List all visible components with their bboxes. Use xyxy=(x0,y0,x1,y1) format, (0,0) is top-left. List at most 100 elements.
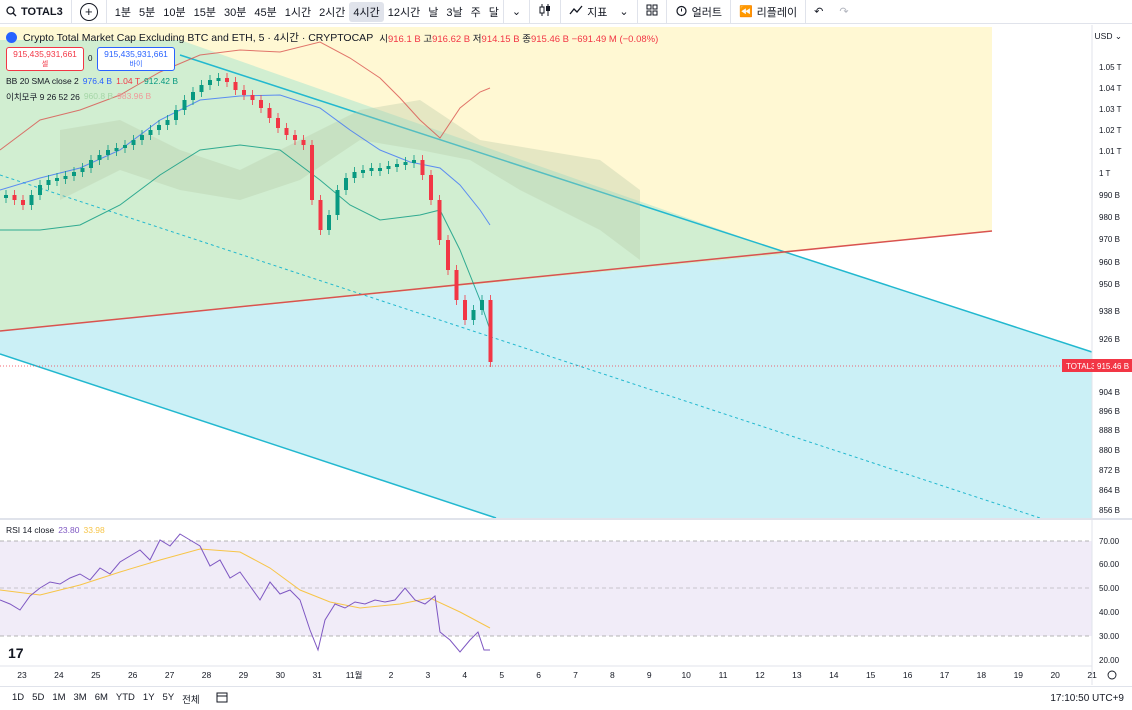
buy-button[interactable]: 915,435,931,661 바이 xyxy=(97,47,175,71)
rsi-value: 23.80 xyxy=(58,525,80,535)
symbol-legend: Crypto Total Market Cap Excluding BTC an… xyxy=(6,30,658,45)
top-toolbar: TOTAL3 + 1분 5분 10분 15분 30분 45분 1시간 2시간 4시간 12시간 날 3… xyxy=(0,0,1132,24)
ichimoku-name: 이치모쿠 9 26 52 26 xyxy=(6,92,80,102)
rsi-tick-label: 20.00 xyxy=(1099,656,1120,665)
chart-type-button[interactable] xyxy=(529,0,560,24)
timeframe-9[interactable]: 12시간 xyxy=(387,6,421,19)
timeframe-7[interactable]: 2시간 xyxy=(319,6,346,19)
candle-body xyxy=(259,100,263,108)
candle-body xyxy=(403,162,408,165)
ichimoku-cloud xyxy=(60,100,640,260)
price-tick-label: 938 B xyxy=(1099,307,1120,316)
time-tick-label: 5 xyxy=(499,670,504,680)
bb-lower-value: 912.42 B xyxy=(144,76,179,86)
timeframe-4[interactable]: 30분 xyxy=(223,6,247,19)
time-tick-label: 20 xyxy=(1050,670,1060,680)
candle-body xyxy=(352,172,357,178)
time-tick-label: 28 xyxy=(202,670,212,680)
range-6[interactable]: 1Y xyxy=(142,691,155,703)
rsi-legend[interactable]: RSI 14 close 23.80 33.98 xyxy=(6,525,105,535)
rsi-band xyxy=(0,541,1092,636)
time-tick-label: 6 xyxy=(536,670,541,680)
bb-basis-value: 976.4 B xyxy=(82,76,113,86)
channel-lower-line xyxy=(0,353,497,519)
candle-body xyxy=(131,140,136,145)
indicators-button[interactable]: 지표 ⌄ xyxy=(560,0,636,24)
bb-name: BB 20 SMA close 2 xyxy=(6,76,79,86)
candle-body xyxy=(488,300,493,362)
time-tick-label: 23 xyxy=(17,670,27,680)
undo-button[interactable]: ↶ xyxy=(805,0,831,24)
legend-title: Crypto Total Market Cap Excluding BTC an… xyxy=(23,32,374,44)
range-8[interactable]: 전체 xyxy=(182,694,200,706)
candle-body xyxy=(21,200,25,205)
low-label: 저 xyxy=(472,33,482,45)
last-price-text: 915.46 B xyxy=(1097,362,1129,371)
candle-body xyxy=(471,310,476,320)
timeframe-12[interactable]: 주 xyxy=(470,6,481,19)
timeframe-13[interactable]: 달 xyxy=(488,6,499,19)
bb-legend[interactable]: BB 20 SMA close 2 976.4 B 1.04 T 912.42 … xyxy=(6,76,178,86)
compare-symbol-button[interactable]: + xyxy=(79,2,98,21)
candle-body xyxy=(46,180,51,185)
ichimoku-legend[interactable]: 이치모쿠 9 26 52 26 960.8 B 983.96 B xyxy=(6,91,151,103)
candle-body xyxy=(293,135,297,140)
timeframe-1[interactable]: 5분 xyxy=(139,6,156,19)
timeframe-6[interactable]: 1시간 xyxy=(284,6,312,19)
sell-label: 셀 xyxy=(41,61,49,68)
timeframe-5[interactable]: 45분 xyxy=(254,6,277,19)
clock[interactable]: 17:10:50 UTC+9 xyxy=(1050,693,1124,704)
undo-icon: ↶ xyxy=(814,6,824,18)
range-5[interactable]: YTD xyxy=(115,691,135,703)
price-tick-label: 1 T xyxy=(1099,169,1111,178)
time-tick-label: 26 xyxy=(128,670,138,680)
candle-body xyxy=(140,135,144,140)
timeframe-0[interactable]: 1분 xyxy=(114,6,132,19)
time-tick-label: 21 xyxy=(1087,670,1097,680)
rsi-axis-labels: 70.00 60.00 50.00 40.00 30.00 20.00 xyxy=(1099,537,1120,665)
timeframe-10[interactable]: 날 xyxy=(428,6,439,19)
time-tick-label: 9 xyxy=(647,670,652,680)
candle-body xyxy=(106,150,110,155)
symbol-search[interactable]: TOTAL3 xyxy=(0,0,72,24)
timeframe-dropdown[interactable]: ⌄ xyxy=(502,0,529,24)
replay-button[interactable]: ⏪ 리플레이 xyxy=(729,0,805,24)
rsi-ma-value: 33.98 xyxy=(83,525,105,535)
range-2[interactable]: 1M xyxy=(52,691,66,703)
candle-body xyxy=(284,128,289,135)
time-tick-label: 17 xyxy=(940,670,950,680)
timeframe-3[interactable]: 15분 xyxy=(193,6,216,19)
cryptocap-logo-icon xyxy=(6,32,17,43)
candle-body xyxy=(361,170,365,173)
range-4[interactable]: 6M xyxy=(94,691,108,703)
sell-button[interactable]: 915,435,931,661 셀 xyxy=(6,47,84,71)
candle-body xyxy=(335,190,340,215)
range-3[interactable]: 3M xyxy=(73,691,87,703)
redo-button[interactable]: ↷ xyxy=(831,0,856,24)
time-tick-label: 15 xyxy=(866,670,876,680)
timeframe-2[interactable]: 10분 xyxy=(163,6,186,19)
close-label: 종 xyxy=(522,33,531,45)
time-tick-label: 30 xyxy=(276,670,286,680)
rsi-name: RSI 14 close xyxy=(6,525,55,535)
date-range-button[interactable] xyxy=(216,691,228,706)
chevron-down-icon: ⌄ xyxy=(511,6,522,18)
redo-icon: ↷ xyxy=(839,6,849,18)
range-0[interactable]: 1D xyxy=(12,691,25,703)
candle-body xyxy=(208,80,212,85)
candle-body xyxy=(29,195,34,205)
timeframe-8[interactable]: 4시간 xyxy=(349,1,384,22)
ichimoku-b-value: 983.96 B xyxy=(117,91,152,101)
candle-body xyxy=(191,92,195,100)
range-1[interactable]: 5D xyxy=(32,691,45,703)
time-tick-label: 12 xyxy=(755,670,765,680)
timeframe-11[interactable]: 3날 xyxy=(446,6,463,19)
templates-button[interactable] xyxy=(636,0,666,24)
currency-selector[interactable]: USD ⌄ xyxy=(1095,31,1122,42)
channel-mid-dash xyxy=(0,174,1041,519)
candle-body xyxy=(301,140,306,145)
rsi-ma-line xyxy=(0,548,491,629)
range-7[interactable]: 5Y xyxy=(162,691,175,703)
alert-button[interactable]: 얼러트 xyxy=(665,0,730,24)
